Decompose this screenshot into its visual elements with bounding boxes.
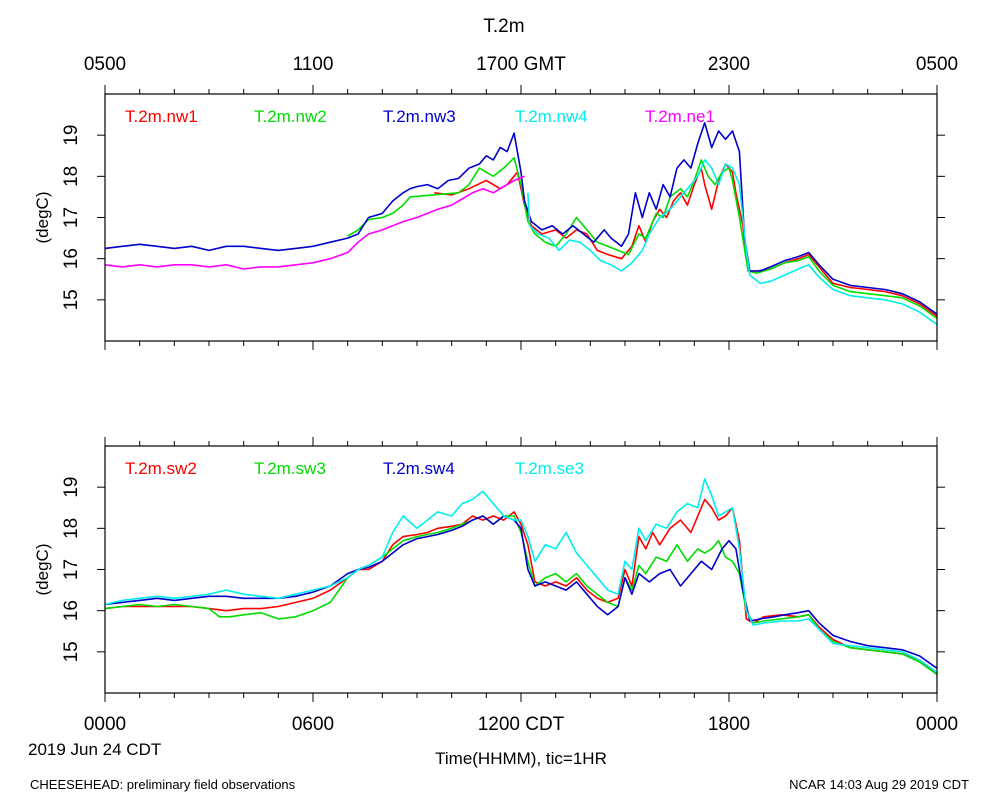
date-label: 2019 Jun 24 CDT [28, 740, 161, 759]
series-line-T-2m-se3 [104, 478, 938, 674]
y-tick-label: 15 [61, 641, 82, 662]
legend-entry: T.2m.nw1 [125, 107, 198, 126]
legend-entry: T.2m.sw2 [125, 459, 197, 478]
footer-left: CHEESEHEAD: preliminary field observatio… [30, 777, 296, 792]
y-tick-label: 19 [61, 477, 82, 498]
y-axis-label: (degC) [33, 544, 52, 596]
y-tick-label: 19 [61, 125, 82, 146]
top-axis-tick-label: 1100 [293, 54, 334, 75]
y-tick-label: 17 [61, 207, 82, 228]
bottom-axis-tick-label: 0000 [84, 714, 126, 735]
series-line-T-2m-nw4 [527, 159, 938, 326]
legend-entry: T.2m.se3 [515, 459, 584, 478]
panel-1: 15 16 17 18 19 (degC) 0500 1100 1700 GMT 2300 0500… [33, 54, 958, 350]
legend-entry: T.2m.nw2 [254, 107, 327, 126]
y-tick-label: 18 [61, 166, 82, 187]
series-line-T-2m-ne1 [104, 175, 525, 270]
y-tick-label: 16 [61, 248, 82, 269]
top-axis-tick-label: 0500 [916, 54, 958, 75]
top-axis-tick-label: 2300 [708, 54, 750, 75]
y-tick-label: 15 [61, 289, 82, 310]
panel-2: 15 16 17 18 19 (degC) 0000 0600 1200 CDT 1800 0000… [33, 437, 958, 735]
footer-right: NCAR 14:03 Aug 29 2019 CDT [789, 777, 969, 792]
chart-title: T.2m [483, 16, 524, 37]
y-tick-label: 17 [61, 559, 82, 580]
y-tick-label: 18 [61, 518, 82, 539]
legend-entry: T.2m.sw3 [254, 459, 326, 478]
bottom-axis-tick-label: 1200 CDT [478, 714, 565, 735]
bottom-axis-tick-label: 1800 [708, 714, 750, 735]
legend-entry: T.2m.nw3 [383, 107, 456, 126]
top-axis-tick-label: 1700 GMT [476, 54, 566, 75]
series-line-T-2m-nw2 [347, 157, 938, 320]
legend-entry: T.2m.nw4 [515, 107, 588, 126]
x-axis-label: Time(HHMM), tic=1HR [435, 749, 607, 768]
series-line-T-2m-nw1 [434, 163, 938, 317]
y-axis-label: (degC) [33, 192, 52, 244]
legend-entry: T.2m.sw4 [383, 459, 455, 478]
plot-frame [104, 445, 938, 694]
bottom-axis-tick-label: 0000 [916, 714, 958, 735]
series-line-T-2m-nw3 [104, 122, 938, 315]
plot-frame [104, 93, 938, 342]
series-line-T-2m-sw2 [104, 498, 938, 676]
bottom-axis-tick-label: 0600 [292, 714, 334, 735]
series-line-T-2m-sw4 [104, 515, 938, 669]
legend-entry: T.2m.ne1 [645, 107, 715, 126]
y-tick-label: 16 [61, 600, 82, 621]
top-axis-tick-label: 0500 [84, 54, 126, 75]
series-line-T-2m-sw3 [104, 515, 938, 676]
